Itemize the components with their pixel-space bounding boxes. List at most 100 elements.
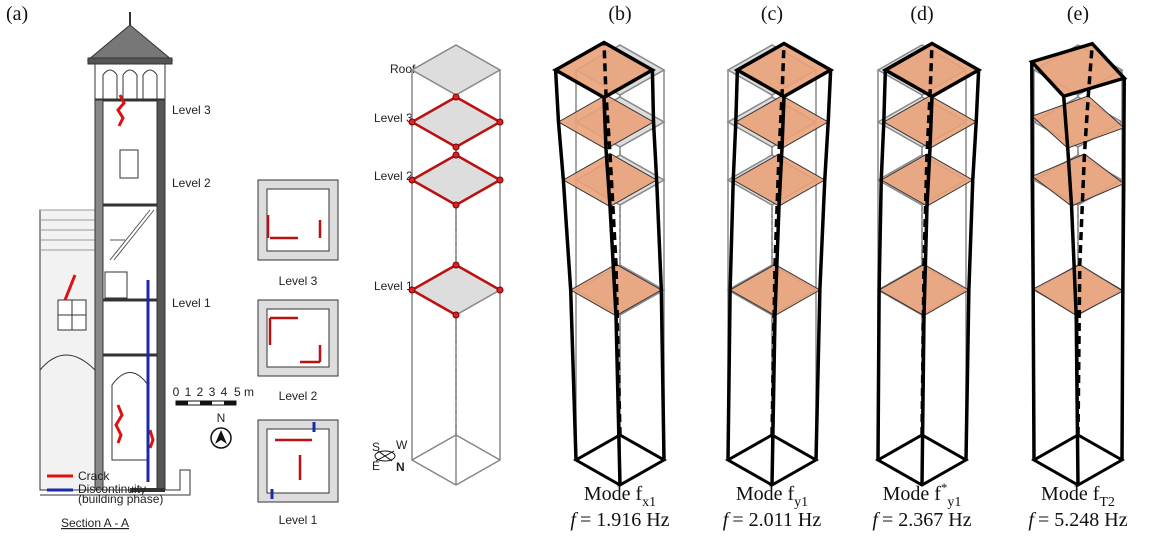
deformed-edge bbox=[602, 97, 622, 486]
mode-frequency: f = 1.916 Hz bbox=[570, 509, 669, 531]
reference-model bbox=[408, 44, 504, 486]
panel-label: (b) bbox=[608, 3, 631, 25]
frequency-value: = 2.011 Hz bbox=[732, 509, 821, 531]
scale-label: 4 bbox=[221, 385, 228, 399]
deformed-base bbox=[874, 433, 970, 487]
mode-name: Mode f*y1 bbox=[883, 480, 962, 510]
deformed-edge bbox=[920, 43, 934, 436]
legend-note: (building phase) bbox=[78, 492, 163, 506]
sensor bbox=[452, 151, 460, 159]
compass-label: S bbox=[372, 440, 380, 454]
compass-label: W bbox=[396, 438, 408, 452]
mode-name-text: Mode f bbox=[1041, 483, 1100, 505]
scale-bar bbox=[175, 400, 237, 406]
scale-label: 2 bbox=[197, 385, 204, 399]
deformed-edge bbox=[964, 69, 981, 461]
panel-label: (d) bbox=[910, 3, 933, 25]
deformed-base bbox=[572, 433, 668, 487]
sensor bbox=[452, 311, 460, 319]
deformed-edge bbox=[770, 43, 786, 436]
panel-label: (c) bbox=[761, 3, 783, 25]
deformed-edge bbox=[650, 69, 666, 461]
frame-floor bbox=[410, 264, 502, 316]
sensor bbox=[452, 201, 460, 209]
panel-label: (e) bbox=[1067, 3, 1089, 25]
deformed-edge bbox=[1076, 43, 1095, 436]
deformed-roof bbox=[881, 41, 983, 99]
sensor bbox=[408, 286, 416, 294]
mode-frequency: f = 5.248 Hz bbox=[1028, 509, 1127, 531]
floor-plans bbox=[257, 179, 339, 503]
frequency-symbol: f bbox=[1028, 509, 1036, 531]
frequency-value: = 1.916 Hz bbox=[580, 509, 670, 531]
deformed-edge bbox=[814, 69, 833, 461]
deformed-edge bbox=[1120, 78, 1126, 461]
mode-frequency: f = 2.367 Hz bbox=[872, 509, 971, 531]
deformed-base bbox=[724, 433, 820, 487]
compass bbox=[374, 450, 396, 462]
frequency-symbol: f bbox=[570, 509, 578, 531]
mode-name: Mode fx1 bbox=[584, 483, 656, 510]
mode-subscript: y1 bbox=[947, 495, 961, 510]
model-level-label: Level 2 bbox=[374, 169, 413, 183]
section-drawing bbox=[39, 12, 191, 496]
crack-marks bbox=[63, 94, 155, 449]
section-level-label: Level 2 bbox=[172, 176, 211, 190]
scale-label: 1 bbox=[185, 385, 192, 399]
scale-label: 0 bbox=[173, 385, 180, 399]
legend-label: Crack bbox=[78, 469, 110, 483]
scale-label: 5 m bbox=[234, 385, 254, 399]
frame-floor bbox=[410, 96, 502, 148]
sensor bbox=[408, 118, 416, 126]
deformed-edge bbox=[876, 69, 888, 461]
deformed-floor bbox=[1031, 153, 1125, 207]
mode-model: (d) Mode f*y1f = 2.367 Hz bbox=[872, 3, 983, 531]
frame-floor bbox=[410, 434, 502, 486]
frequency-symbol: f bbox=[723, 509, 731, 531]
deformed-edge bbox=[1030, 61, 1036, 461]
section-level-label: Level 1 bbox=[172, 296, 211, 310]
deformed-base bbox=[1030, 433, 1126, 487]
sensor bbox=[496, 176, 504, 184]
north-arrow bbox=[215, 430, 227, 444]
mode-name-text: Mode f bbox=[584, 483, 643, 505]
frame-floor bbox=[410, 44, 502, 96]
sensor bbox=[452, 143, 460, 151]
model-level-label: Level 3 bbox=[374, 111, 413, 125]
deformed-roof bbox=[552, 40, 656, 100]
legend-label: Discontinuity bbox=[78, 482, 146, 496]
frequency-value: = 5.248 Hz bbox=[1038, 509, 1128, 531]
compass-label: N bbox=[396, 460, 405, 474]
north-label: N bbox=[217, 411, 226, 425]
model-level-label: Level 1 bbox=[374, 279, 413, 293]
mode-name-text: Mode f bbox=[736, 483, 795, 505]
deformed-edge bbox=[726, 69, 740, 461]
deformed-roof bbox=[1028, 41, 1128, 99]
mode-name: Mode fy1 bbox=[736, 483, 808, 510]
frequency-symbol: f bbox=[872, 509, 880, 531]
sensor bbox=[408, 176, 416, 184]
model-level-label: Roof bbox=[390, 62, 416, 76]
deformed-floor bbox=[1030, 43, 1126, 97]
mode-subscript: x1 bbox=[642, 495, 656, 510]
plan-label: Level 3 bbox=[279, 274, 318, 288]
mode-name: Mode fT2 bbox=[1041, 483, 1115, 510]
section-level-label: Level 3 bbox=[172, 103, 211, 117]
sensor bbox=[496, 286, 504, 294]
deformed-edge bbox=[602, 42, 622, 436]
scale-label: 3 bbox=[209, 385, 216, 399]
mode-frequency: f = 2.011 Hz bbox=[723, 509, 822, 531]
frame-floor bbox=[410, 154, 502, 206]
compass-label: E bbox=[372, 459, 380, 473]
sensor bbox=[452, 261, 460, 269]
panel-label: (a) bbox=[6, 3, 28, 25]
mode-subscript: T2 bbox=[1099, 495, 1115, 510]
plan-label: Level 1 bbox=[279, 513, 318, 527]
frequency-value: = 2.367 Hz bbox=[882, 509, 972, 531]
deformed-roof bbox=[733, 41, 835, 99]
mode-name-text: Mode f bbox=[883, 483, 942, 505]
